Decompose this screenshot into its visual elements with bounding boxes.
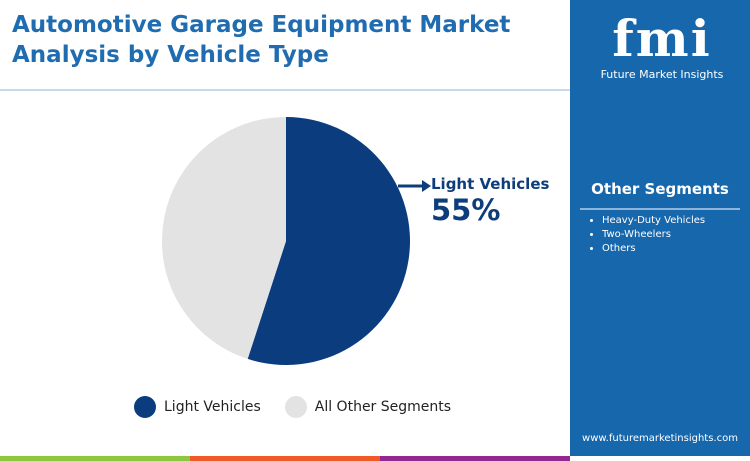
- arrow-icon: [398, 180, 431, 192]
- divider: [580, 208, 740, 210]
- callout-label: Light Vehicles: [431, 175, 550, 193]
- segment-list: Heavy-Duty Vehicles Two-Wheelers Others: [588, 214, 705, 256]
- segment-item: Heavy-Duty Vehicles: [602, 214, 705, 228]
- chart-title: Automotive Garage Equipment Market Analy…: [12, 12, 511, 68]
- legend-swatch-light-vehicles: [134, 396, 156, 418]
- pie-chart: [162, 116, 411, 366]
- legend-label-other: All Other Segments: [314, 399, 452, 415]
- pie-slice-light-vehicles: [247, 116, 411, 366]
- logo-mark: fmi: [612, 9, 712, 68]
- segment-item: Two-Wheelers: [602, 228, 705, 242]
- fmi-logo: fmi Future Market Insights: [592, 9, 732, 82]
- footer-bar-orange: [190, 456, 380, 461]
- callout: Light Vehicles 55%: [398, 175, 549, 227]
- legend-label-light-vehicles: Light Vehicles: [164, 399, 261, 415]
- callout-value: 55%: [431, 193, 501, 227]
- logo-subtitle: Future Market Insights: [600, 68, 724, 81]
- legend: Light Vehicles All Other Segments: [134, 396, 451, 418]
- footer-bar-green: [0, 456, 190, 461]
- divider: [0, 89, 570, 91]
- website-url: www.futuremarketinsights.com: [582, 433, 738, 444]
- segment-item: Others: [602, 242, 705, 256]
- legend-swatch-other: [284, 396, 307, 418]
- other-segments-title: Other Segments: [591, 180, 729, 198]
- side-panel: fmi Future Market Insights Other Segment…: [570, 0, 750, 456]
- footer-bar-purple: [380, 456, 570, 461]
- pie-slice-all-other-segments: [162, 117, 286, 359]
